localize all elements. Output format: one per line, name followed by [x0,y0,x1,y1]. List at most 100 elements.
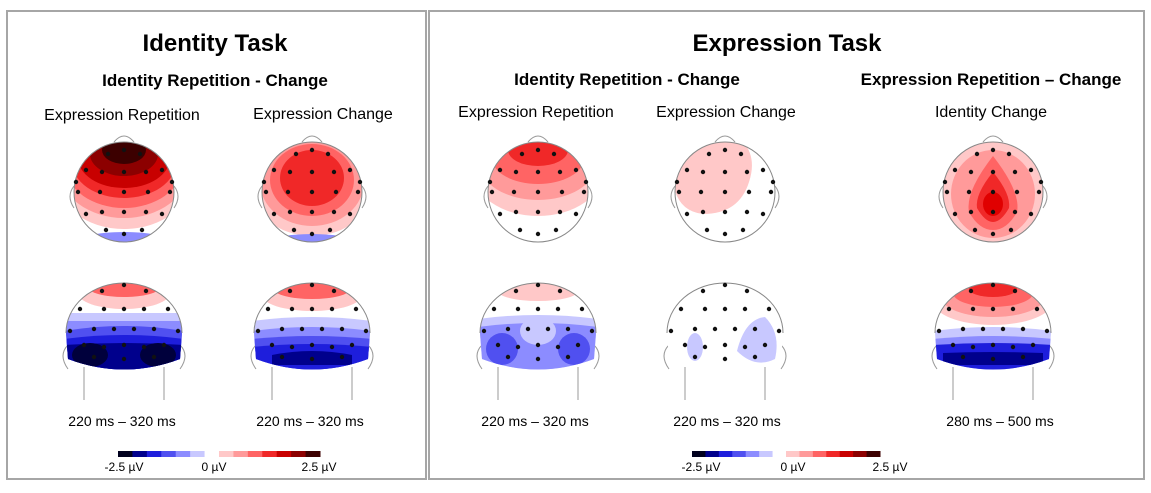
electrode-dot [121,342,127,348]
electrode-dot [990,231,996,237]
electrode-dot [946,306,952,312]
colorbar-swatch [146,451,162,457]
condition-label-expression-repetition: Expression Repetition [458,104,614,121]
electrode-dot [990,342,996,348]
electrode-dot [91,354,97,360]
colorbar-swatch [161,451,177,457]
electrode-dot [121,209,127,215]
electrode-dot [557,288,563,294]
electrode-dot [137,151,143,157]
electrode-dot [565,354,571,360]
electrode-dot [1028,211,1034,217]
electrode-dot [535,147,541,153]
electrode-dot [255,328,261,334]
electrode-dot [517,227,523,233]
electrode-dot [972,227,978,233]
electrode-dot [573,167,579,173]
electrode-dot [535,231,541,237]
colorbar-swatch [745,451,760,457]
colorbar-swatch [276,451,292,457]
electrode-dot [121,189,127,195]
electrode-dot [1010,344,1016,350]
electrode-dot [165,306,171,312]
electrode-dot [121,306,127,312]
electrode-dot [589,328,595,334]
electrode-dot [738,151,744,157]
electrode-dot [746,189,752,195]
electrode-dot [1008,227,1014,233]
electrode-dot [702,306,708,312]
colorbar-swatch [759,451,774,457]
electrode-dot [722,231,728,237]
electrode-dot [535,356,541,362]
colorbar-mid-label: 0 µV [201,460,227,474]
electrode-dot [487,179,493,185]
electrode-dot [291,227,297,233]
electrode-dot [1000,326,1006,332]
electrode-dot [581,189,587,195]
colorbar-swatch [705,451,720,457]
electrode-dot [143,169,149,175]
electrode-dot [1034,306,1040,312]
electrode-dot [505,354,511,360]
electrode-dot [339,326,345,332]
electrode-dot [141,344,147,350]
electrode-dot [555,306,561,312]
electrode-dot [355,189,361,195]
electrode-dot [990,306,996,312]
electrode-dot [331,209,337,215]
electrode-dot [555,344,561,350]
electrode-dot [491,306,497,312]
electrode-dot [151,326,157,332]
time-window-label: 280 ms – 500 ms [946,413,1054,429]
colorbar-swatch [732,451,747,457]
electrode-dot [287,169,293,175]
colorbar-max-label: 2.5 µV [872,460,908,474]
condition-label-expression-change: Expression Change [656,104,796,121]
electrode-dot [742,344,748,350]
electrode-dot [347,211,353,217]
topomap-expression-task-expression-repetition-back [476,282,600,400]
colorbar-swatch [799,451,814,457]
electrode-dot [497,167,503,173]
electrode-dot [742,306,748,312]
electrode-dot [519,151,525,157]
electrode-dot [513,209,519,215]
electrode-dot [105,151,111,157]
electrode-dot [279,354,285,360]
electrode-dot [535,306,541,312]
expression-task-title: Expression Task [692,30,882,57]
electrode-dot [293,151,299,157]
electrode-dot [265,306,271,312]
colorbar-swatch [853,451,868,457]
time-window-label: 220 ms – 320 ms [673,413,781,429]
electrode-dot [706,151,712,157]
time-window-label: 220 ms – 320 ms [481,413,589,429]
electrode-dot [579,306,585,312]
electrode-dot [936,328,942,334]
electrode-dot [722,356,728,362]
electrode-dot [722,209,728,215]
electrode-dot [169,179,175,185]
electrode-dot [121,147,127,153]
electrode-dot [139,227,145,233]
electrode-dot [752,354,758,360]
electrode-dot [309,189,315,195]
electrode-dot [131,326,137,332]
electrode-dot [319,326,325,332]
topomap-identity-task-expression-change-back [250,282,374,400]
topomap-expression-task-identity-change-back [931,282,1055,400]
electrode-dot [97,189,103,195]
electrode-dot [760,167,766,173]
electrode-dot [700,169,706,175]
electrode-dot [968,288,974,294]
electrode-dot [99,209,105,215]
electrode-dot [744,288,750,294]
electrode-dot [289,344,295,350]
colorbar-swatch [718,451,733,457]
electrode-dot [143,288,149,294]
electrode-dot [511,189,517,195]
electrode-dot [99,169,105,175]
electrode-dot [966,189,972,195]
electrode-dot [331,169,337,175]
